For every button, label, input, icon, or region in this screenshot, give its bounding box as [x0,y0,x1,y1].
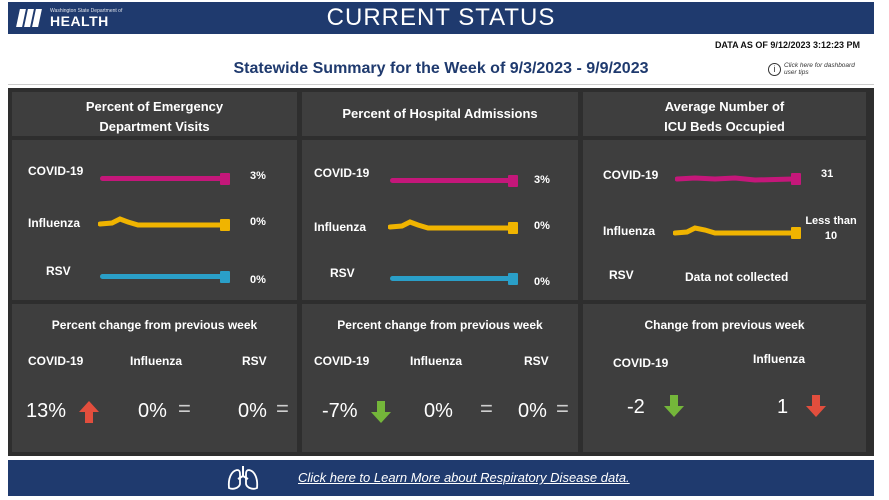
icu-covid-value: 31 [821,168,834,180]
hosp-title-panel: Percent of Hospital Admissions [302,92,578,136]
ed-covid-value: 3% [250,170,266,182]
arrow-down-icon [664,395,684,417]
ed-change-covid-value: 13% [26,400,67,422]
summary-title: Statewide Summary for the Week of 9/3/20… [233,60,649,77]
hosp-panel-title: Percent of Hospital Admissions [342,106,538,121]
ed-rsv-label: RSV [46,264,71,278]
summary-bar: DATA AS OF 9/12/2023 3:12:23 PM Statewid… [8,34,874,84]
page-title: CURRENT STATUS [326,4,556,31]
hosp-covid-label: COVID-19 [314,166,370,180]
ed-rsv-marker [220,271,230,283]
icu-influenza-marker [791,227,801,239]
equal-icon: = [480,396,493,421]
icu-change-panel: Change from previous week COVID-19 Influ… [583,304,866,452]
hosp-change-influenza-value: 0% [424,400,453,422]
learn-more-banner[interactable]: Click here to Learn More about Respirato… [8,460,874,496]
hosp-change-rsv-value: 0% [518,400,547,422]
icu-influenza-value: Less than 10 [805,215,857,242]
hosp-change-panel: Percent change from previous week COVID-… [302,304,578,452]
icu-change-influenza-label: Influenza [753,352,806,366]
hosp-covid-value: 3% [534,174,550,186]
divider [8,84,874,85]
icu-change-title: Change from previous week [644,318,805,332]
ed-panel-title: Percent of Emergency Department Visits [85,99,224,134]
equal-icon: = [556,396,569,421]
ed-covid-marker [220,173,230,185]
arrow-up-icon [79,401,99,423]
hosp-metrics-panel: COVID-19 3% Influenza 0% RSV 0% [302,140,578,300]
icu-title-panel: Average Number of ICU Beds Occupied [583,92,866,136]
arrow-down-icon [371,401,391,423]
ed-change-influenza-label: Influenza [130,354,183,368]
ed-change-panel: Percent change from previous week COVID-… [12,304,297,452]
icu-rsv-value: Data not collected [685,270,789,284]
equal-icon: = [276,396,289,421]
logo-text: HEALTH [50,12,109,29]
hosp-influenza-marker [508,222,518,234]
ed-covid-label: COVID-19 [28,164,84,178]
ed-covid-line [100,176,224,181]
hosp-change-title: Percent change from previous week [337,318,543,332]
icu-influenza-line [673,225,797,236]
doh-logo[interactable]: Washington State Department of HEALTH [16,5,122,31]
ed-metrics-panel: COVID-19 3% Influenza 0% RSV 0% [12,140,297,300]
ed-change-covid-label: COVID-19 [28,354,84,368]
ed-influenza-value: 0% [250,216,266,228]
learn-more-link[interactable]: Click here to Learn More about Respirato… [298,470,630,485]
arrow-down-icon [806,395,826,417]
info-icon: i [768,62,781,76]
icu-rsv-label: RSV [609,268,634,282]
hosp-rsv-marker [508,273,518,285]
ed-influenza-line [98,216,224,228]
hosp-change-rsv-label: RSV [524,354,549,368]
hosp-change-covid-value: -7% [322,400,358,422]
ed-change-rsv-value: 0% [238,400,267,422]
ed-change-title: Percent change from previous week [51,318,258,332]
ed-title-panel: Percent of Emergency Department Visits [12,92,297,136]
ed-influenza-marker [220,219,230,231]
hosp-rsv-value: 0% [534,276,550,288]
hosp-influenza-label: Influenza [314,220,367,234]
lungs-icon [227,466,259,490]
icu-influenza-label: Influenza [603,224,656,238]
icu-change-covid-value: -2 [627,396,645,418]
hosp-rsv-line [390,276,512,281]
hosp-influenza-line [388,219,512,231]
dashboard-grid: Percent of Emergency Department Visits P… [8,88,874,456]
icu-change-influenza-value: 1 [777,396,789,418]
icu-covid-marker [791,173,801,185]
ed-change-influenza-value: 0% [138,400,167,422]
hosp-rsv-label: RSV [330,266,355,280]
data-as-of: DATA AS OF 9/12/2023 3:12:23 PM [714,40,860,50]
user-tips-button[interactable]: i Click here for dashboard user tips [768,62,864,76]
ed-rsv-line [100,274,224,279]
hosp-change-covid-label: COVID-19 [314,354,370,368]
user-tips-text: Click here for dashboard user tips [784,62,855,77]
icu-change-covid-label: COVID-19 [613,356,669,370]
icu-covid-line [675,175,795,183]
icu-covid-label: COVID-19 [603,168,659,182]
hosp-covid-marker [508,175,518,187]
icu-metrics-panel: COVID-19 31 Influenza Less than 10 RSV D… [583,140,866,300]
ed-change-rsv-label: RSV [242,354,267,368]
hosp-influenza-value: 0% [534,220,550,232]
hosp-covid-line [390,178,512,183]
equal-icon: = [178,396,191,421]
header-bar: Washington State Department of HEALTH CU… [8,2,874,34]
ed-influenza-label: Influenza [28,216,81,230]
hosp-change-influenza-label: Influenza [410,354,463,368]
icu-panel-title: Average Number of ICU Beds Occupied [664,99,785,134]
logo-small-text: Washington State Department of [50,7,123,14]
ed-rsv-value: 0% [250,274,266,286]
